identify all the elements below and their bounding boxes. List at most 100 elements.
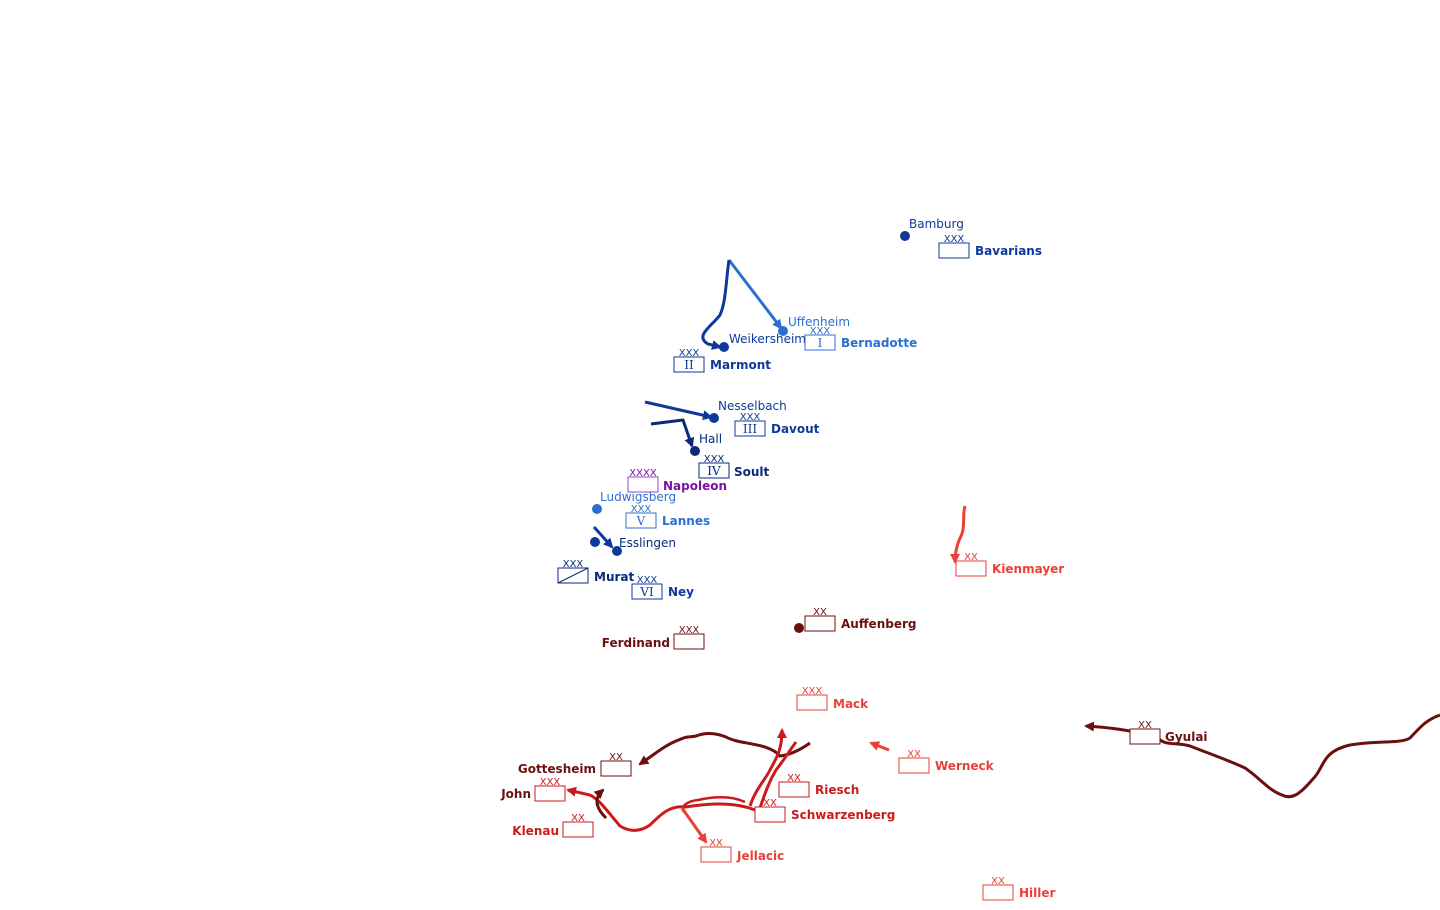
town-weikersheim[interactable]: Weikersheim bbox=[719, 332, 806, 352]
unit-symbol bbox=[534, 785, 566, 802]
unit-bavarians[interactable]: XXX Bavarians bbox=[938, 234, 1042, 259]
town-marker-secondary bbox=[612, 546, 622, 556]
unit-symbol bbox=[627, 476, 659, 493]
unit-schwarzenberg[interactable]: XX Schwarzenberg bbox=[754, 798, 895, 823]
unit-symbol bbox=[938, 242, 970, 259]
town-label: Nesselbach bbox=[718, 399, 787, 413]
town-marker bbox=[590, 537, 600, 547]
unit-symbol bbox=[982, 884, 1014, 901]
echelon-marker: XX bbox=[813, 607, 827, 618]
town-esslingen[interactable]: Esslingen bbox=[590, 536, 676, 556]
unit-ney[interactable]: XXX VI Ney bbox=[631, 575, 694, 600]
unit-symbol bbox=[698, 462, 730, 479]
unit-murat[interactable]: XXX Murat bbox=[557, 559, 635, 584]
unit-jellacic[interactable]: XX Jellacic bbox=[700, 838, 784, 863]
unit-soult[interactable]: XXX IV Soult bbox=[698, 454, 770, 479]
unit-auffenberg[interactable]: XX Auffenberg bbox=[794, 607, 916, 633]
unit-mack[interactable]: XXX Mack bbox=[796, 686, 869, 711]
unit-symbol bbox=[562, 821, 594, 838]
unit-bernadotte[interactable]: XXX I Bernadotte bbox=[804, 326, 917, 351]
unit-symbol bbox=[673, 633, 705, 650]
unit-name: Schwarzenberg bbox=[791, 808, 895, 822]
corps-number: V bbox=[636, 514, 646, 528]
echelon-marker: XX bbox=[907, 749, 921, 760]
echelon-marker: XX bbox=[787, 773, 801, 784]
unit-symbol bbox=[804, 334, 836, 351]
echelon-marker: XXX bbox=[802, 686, 823, 697]
town-label: Bamburg bbox=[909, 217, 964, 231]
position-marker bbox=[794, 623, 804, 633]
werneck-march-arrow bbox=[869, 741, 890, 752]
corps-number: II bbox=[684, 358, 694, 372]
unit-gottesheim[interactable]: XX Gottesheim bbox=[518, 752, 632, 777]
unit-symbol bbox=[625, 512, 657, 529]
echelon-marker: XXX bbox=[679, 348, 700, 359]
town-label: Ludwigsberg bbox=[600, 490, 676, 504]
unit-klenau[interactable]: XX Klenau bbox=[512, 813, 594, 838]
marmont-march-arrow bbox=[701, 259, 731, 350]
unit-name: Klenau bbox=[512, 824, 559, 838]
unit-werneck[interactable]: XX Werneck bbox=[898, 749, 995, 774]
unit-name: Murat bbox=[594, 570, 635, 584]
echelon-marker: XX bbox=[1138, 720, 1152, 731]
unit-hiller[interactable]: XX Hiller bbox=[982, 876, 1056, 901]
echelon-marker: XXX bbox=[944, 234, 965, 245]
unit-symbol bbox=[804, 615, 836, 632]
unit-napoleon[interactable]: XXXX Napoleon bbox=[627, 468, 727, 493]
unit-john[interactable]: XXX John bbox=[500, 777, 566, 802]
unit-name: Marmont bbox=[710, 358, 771, 372]
town-label: Uffenheim bbox=[788, 315, 850, 329]
soult-march-arrow bbox=[650, 418, 695, 448]
unit-davout[interactable]: XXX III Davout bbox=[734, 412, 820, 437]
unit-kienmayer[interactable]: XX Kienmayer bbox=[955, 552, 1064, 577]
unit-symbol bbox=[600, 760, 632, 777]
town-marker bbox=[719, 342, 729, 352]
town-marker bbox=[709, 413, 719, 423]
echelon-marker: XX bbox=[991, 876, 1005, 887]
echelon-marker: XXX bbox=[740, 412, 761, 423]
town-uffenheim[interactable]: Uffenheim bbox=[778, 315, 850, 336]
town-label: Hall bbox=[699, 432, 722, 446]
town-hall[interactable]: Hall bbox=[690, 432, 722, 456]
unit-name: Jellacic bbox=[736, 849, 784, 863]
schwarzenberg-parallel-track bbox=[681, 796, 746, 813]
unit-symbol bbox=[898, 757, 930, 774]
unit-lannes[interactable]: XXX V Lannes bbox=[625, 504, 710, 529]
unit-symbol bbox=[631, 583, 663, 600]
unit-name: Ferdinand bbox=[602, 636, 670, 650]
unit-name: Riesch bbox=[815, 783, 859, 797]
unit-riesch[interactable]: XX Riesch bbox=[778, 773, 859, 798]
town-label: Esslingen bbox=[619, 536, 676, 550]
jellacic-march-arrow bbox=[680, 807, 708, 844]
corps-number: VI bbox=[639, 585, 654, 599]
echelon-marker: XX bbox=[571, 813, 585, 824]
echelon-marker: XX bbox=[609, 752, 623, 763]
town-marker bbox=[690, 446, 700, 456]
unit-name: Auffenberg bbox=[841, 617, 916, 631]
town-bamburg[interactable]: Bamburg bbox=[900, 217, 964, 241]
unit-name: Hiller bbox=[1019, 886, 1056, 900]
echelon-marker: XXX bbox=[563, 559, 584, 570]
unit-symbol bbox=[700, 846, 732, 863]
austrian-units: XX Kienmayer XX Auffenberg XXX Ferdinand… bbox=[500, 552, 1208, 901]
town-marker bbox=[592, 504, 602, 514]
unit-ferdinand[interactable]: XXX Ferdinand bbox=[602, 625, 705, 650]
town-nesselbach[interactable]: Nesselbach bbox=[709, 399, 787, 423]
unit-gyulai[interactable]: XX Gyulai bbox=[1129, 720, 1208, 745]
schwarzenberg-march-arrow bbox=[758, 741, 798, 809]
french-units: XXX Bavarians XXX I Bernadotte XXX II Ma… bbox=[557, 234, 1042, 600]
echelon-marker: XX bbox=[763, 798, 777, 809]
unit-marmont[interactable]: XXX II Marmont bbox=[673, 348, 771, 373]
unit-symbol bbox=[754, 806, 786, 823]
corps-number: IV bbox=[707, 464, 721, 478]
town-ludwigsberg[interactable]: Ludwigsberg bbox=[592, 490, 676, 514]
town-marker bbox=[900, 231, 910, 241]
john-advance-arrow bbox=[593, 788, 608, 820]
echelon-marker: XXX bbox=[810, 326, 831, 337]
unit-name: Kienmayer bbox=[992, 562, 1064, 576]
unit-name: Davout bbox=[771, 422, 820, 436]
austrian-movement-arrows bbox=[566, 505, 1440, 844]
unit-name: Soult bbox=[734, 465, 770, 479]
ney-march-arrow bbox=[592, 525, 614, 549]
